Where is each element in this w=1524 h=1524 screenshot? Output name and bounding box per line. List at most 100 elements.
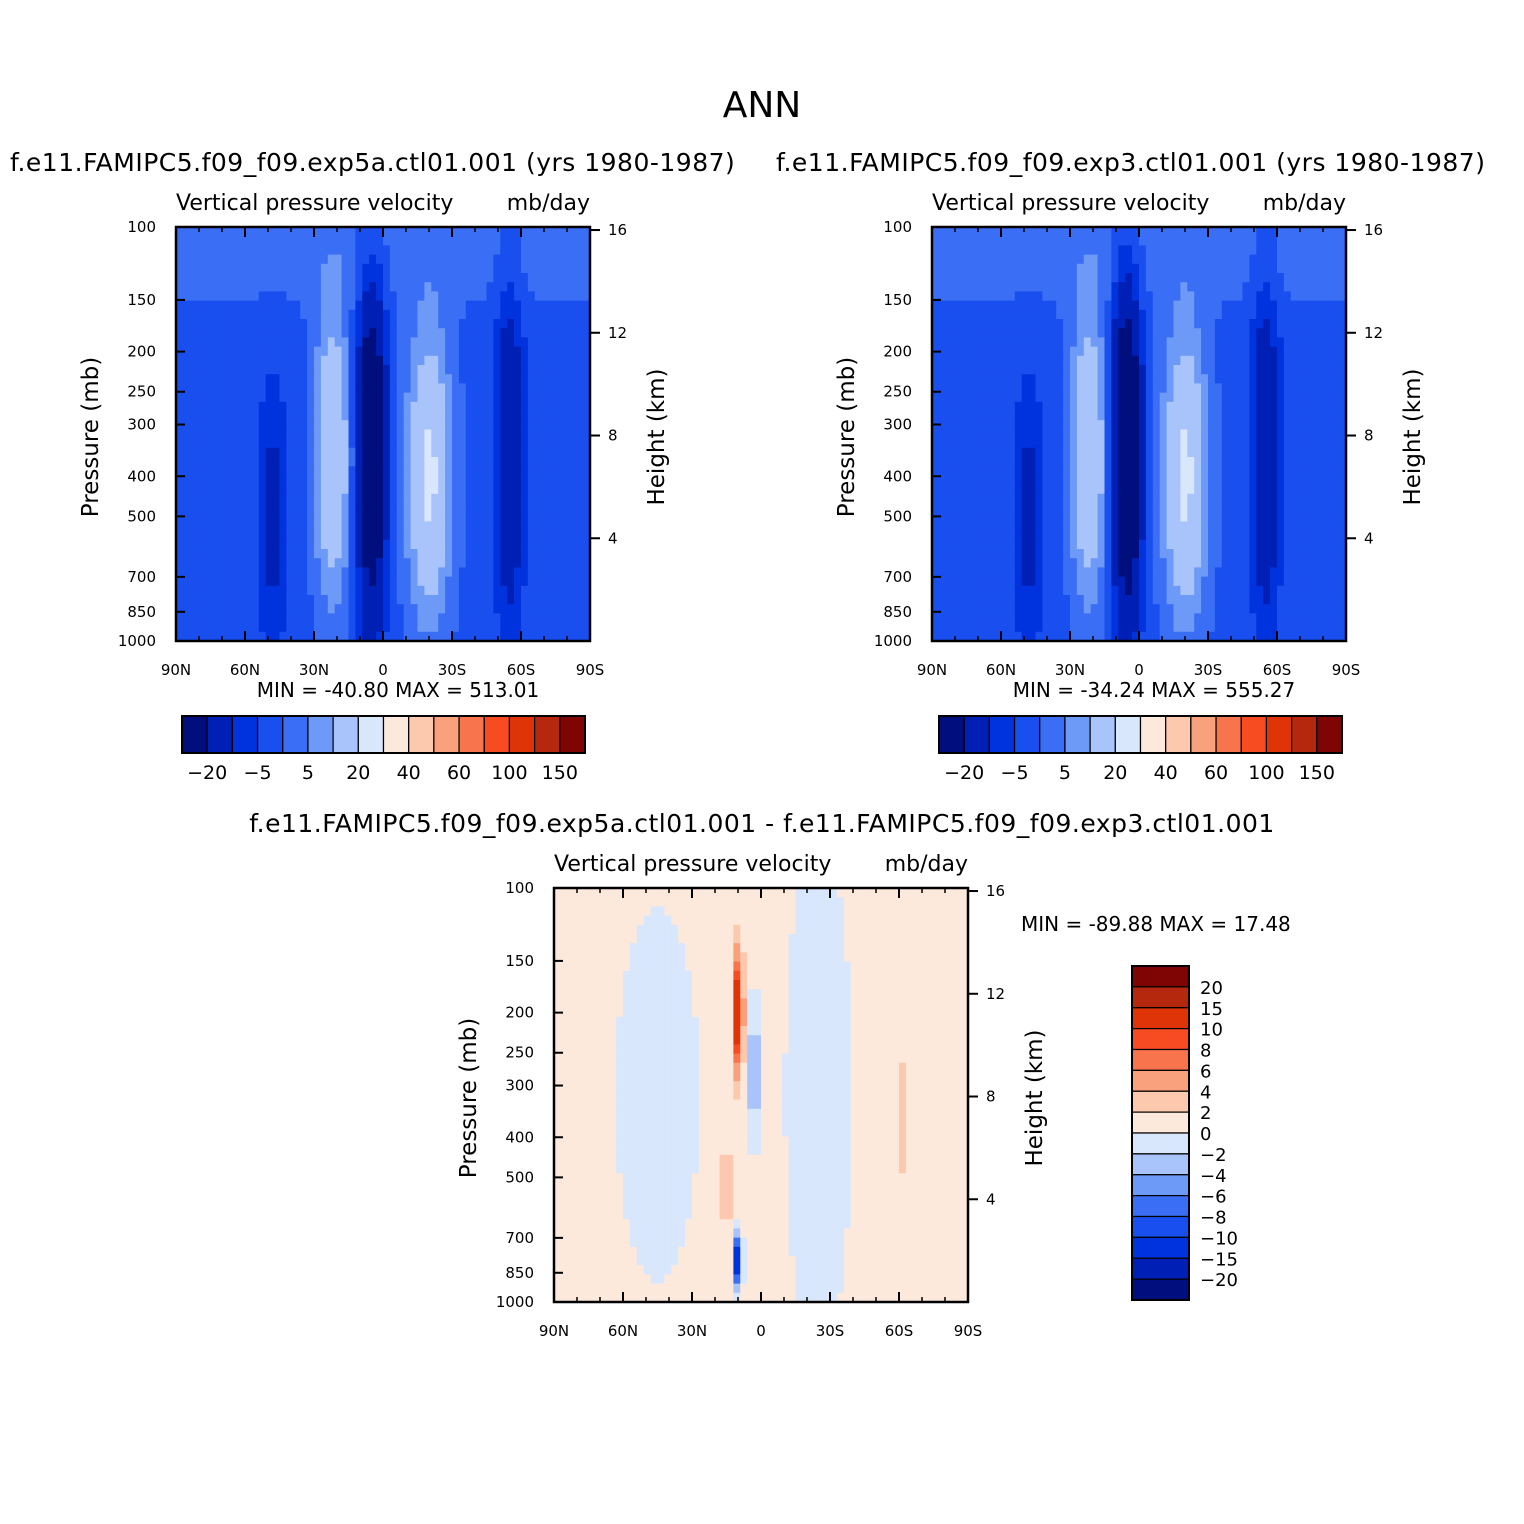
contour-cell: [196, 595, 205, 605]
contour-cell: [1187, 567, 1195, 578]
contour-cell: [583, 558, 591, 568]
contour-cell: [1070, 355, 1078, 366]
contour-cell: [1097, 631, 1106, 642]
contour-cell: [472, 282, 481, 292]
contour-cell: [994, 530, 1002, 541]
contour-cell: [562, 595, 570, 605]
contour-cell: [1090, 282, 1099, 292]
contour-cell: [272, 291, 281, 302]
contour-cell: [1145, 319, 1154, 329]
contour-cell: [1166, 475, 1175, 486]
contour-cell: [1145, 291, 1154, 302]
contour-cell: [548, 558, 557, 568]
contour-cell: [1118, 613, 1126, 624]
contour-cell: [1228, 585, 1237, 596]
contour-cell: [1007, 604, 1016, 614]
contour-cell: [245, 475, 253, 486]
contour-cell: [1097, 576, 1106, 587]
contour-cell: [1187, 484, 1195, 495]
contour-cell: [245, 346, 253, 357]
contour-cell: [945, 457, 954, 467]
contour-cell: [438, 484, 446, 495]
contour-cell: [1118, 503, 1126, 513]
contour-cell: [1145, 622, 1154, 633]
contour-cell: [973, 420, 981, 430]
contour-cell: [1056, 503, 1064, 513]
contour-cell: [521, 576, 529, 587]
contour-cell: [1166, 411, 1175, 421]
contour-cell: [576, 300, 584, 311]
contour-cell: [938, 309, 947, 320]
contour-cell: [431, 622, 439, 633]
contour-cell: [355, 392, 363, 403]
contour-cell: [403, 383, 412, 394]
contour-cell: [458, 539, 467, 550]
contour-cell: [341, 411, 350, 421]
contour-cell: [1214, 401, 1223, 412]
contour-cell: [189, 521, 198, 532]
contour-cell: [362, 374, 370, 384]
contour-cell: [1049, 236, 1057, 246]
contour-cell: [251, 512, 260, 522]
contour-cell: [486, 539, 494, 550]
contour-cell: [1049, 484, 1057, 495]
contour-cell: [203, 309, 212, 320]
contour-cell: [1125, 585, 1133, 596]
contour-cell: [445, 512, 453, 522]
contour-cell: [1145, 355, 1154, 366]
contour-cell: [479, 595, 488, 605]
contour-cell: [932, 438, 940, 449]
contour-cell: [431, 227, 439, 237]
contour-cell: [362, 539, 370, 550]
contour-cell: [521, 429, 529, 440]
contour-cell: [196, 604, 205, 614]
contour-cell: [980, 227, 988, 237]
contour-cell: [1214, 411, 1223, 421]
contour-cell: [300, 493, 308, 504]
contour-cell: [1221, 309, 1230, 320]
contour-cell: [555, 622, 563, 633]
contour-cell: [1187, 411, 1195, 421]
contour-cell: [231, 245, 239, 256]
contour-cell: [959, 549, 968, 559]
contour-cell: [410, 604, 419, 614]
contour-cell: [196, 558, 205, 568]
contour-cell: [376, 521, 384, 532]
contour-cell: [389, 484, 398, 495]
contour-cell: [472, 227, 481, 237]
contour-cell: [238, 484, 246, 495]
contour-cell: [1256, 447, 1264, 458]
contour-cell: [286, 263, 294, 274]
contour-cell: [376, 558, 384, 568]
contour-cell: [1145, 512, 1154, 522]
contour-cell: [224, 631, 232, 642]
contour-cell: [1014, 319, 1023, 329]
contour-cell: [1152, 530, 1161, 541]
contour-cell: [362, 355, 370, 366]
contour-cell: [286, 245, 294, 256]
contour-cell: [251, 309, 260, 320]
contour-cell: [1104, 457, 1112, 467]
contour-cell: [376, 576, 384, 587]
contour-cell: [1049, 503, 1057, 513]
contour-cell: [1228, 631, 1237, 642]
contour-cell: [1221, 567, 1230, 578]
contour-cell: [300, 401, 308, 412]
contour-cell: [438, 521, 446, 532]
contour-cell: [217, 411, 225, 421]
contour-cell: [417, 539, 425, 550]
contour-cell: [465, 300, 474, 311]
contour-cell: [341, 245, 350, 256]
contour-cell: [410, 631, 419, 642]
contour-cell: [307, 319, 315, 329]
contour-cell: [507, 567, 515, 578]
contour-cell: [452, 227, 460, 237]
contour-cell: [952, 631, 961, 642]
contour-cell: [500, 282, 508, 292]
contour-cell: [431, 374, 439, 384]
contour-cell: [189, 484, 198, 495]
contour-cell: [410, 309, 419, 320]
contour-cell: [334, 374, 343, 384]
contour-cell: [1180, 365, 1188, 375]
contour-cell: [1076, 365, 1085, 375]
